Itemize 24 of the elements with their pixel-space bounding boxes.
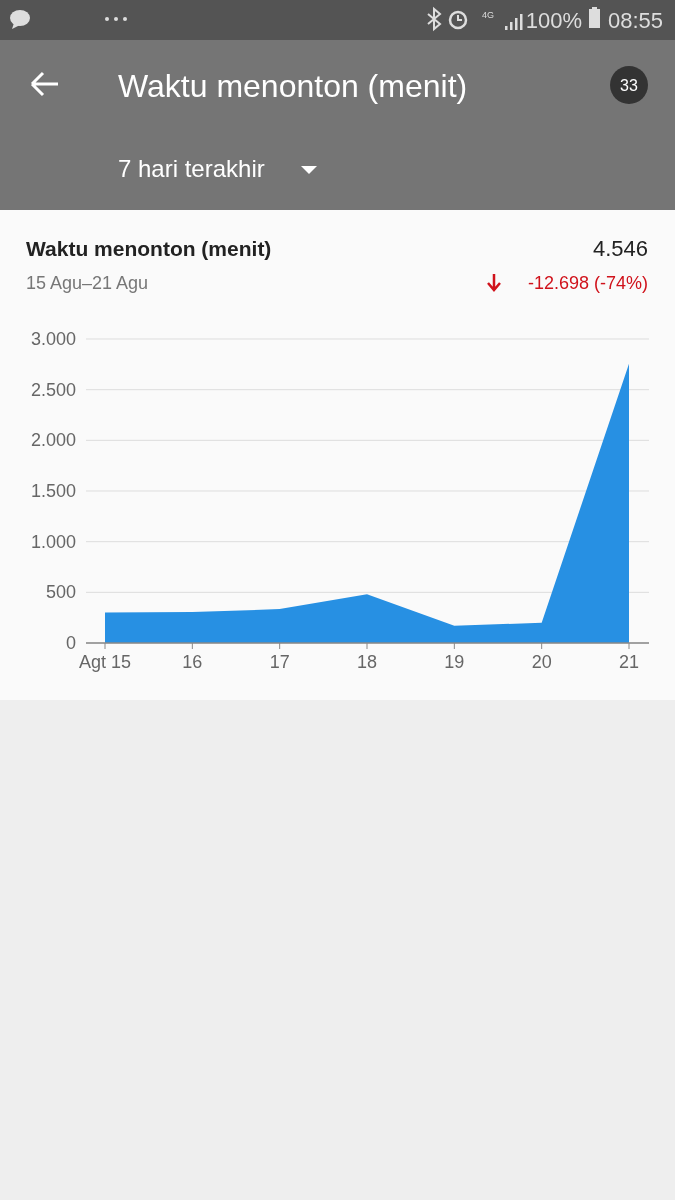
- y-tick-label: 500: [45, 582, 76, 603]
- x-tick-label: 16: [182, 652, 203, 672]
- x-tick-label: 21: [618, 652, 640, 672]
- y-tick-label: 1.000: [30, 531, 76, 552]
- y-tick-label: 3.000: [30, 329, 76, 349]
- text: 100%: [525, 8, 582, 33]
- text: 4.546: [592, 236, 648, 261]
- text: Waktu menonton (menit): [118, 68, 468, 104]
- y-tick-label: 2.000: [30, 430, 76, 451]
- x-tick-label: 20: [531, 652, 552, 672]
- chart-title: Waktu menonton (menit): [26, 237, 272, 260]
- y-tick-label: 2.500: [30, 379, 76, 400]
- text: 33: [620, 77, 638, 94]
- text: 4G: [481, 10, 495, 20]
- y-tick-label: 0: [65, 633, 76, 653]
- x-tick-label: 17: [269, 652, 290, 672]
- x-tick-label: 18: [356, 652, 378, 672]
- x-tick-label: Agt 15: [78, 652, 132, 672]
- text: 7 hari terakhir: [118, 155, 265, 182]
- text: -12.698 (-74%): [527, 273, 648, 293]
- chart-subtitle: 15 Agu–21 Agu: [26, 273, 149, 293]
- text: 08:55: [607, 8, 663, 33]
- x-tick-label: 19: [444, 652, 465, 672]
- y-tick-label: 1.500: [30, 481, 76, 501]
